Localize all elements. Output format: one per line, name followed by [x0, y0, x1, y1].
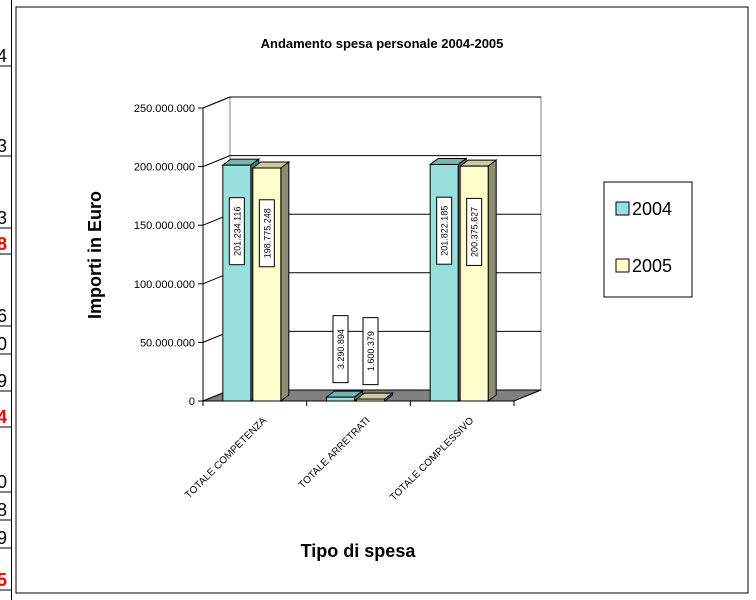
- y-tick-label: 250.000.000: [134, 103, 195, 115]
- sheet-row-fragment: 9: [0, 371, 7, 391]
- sheet-row-fragment: 4: [0, 407, 7, 427]
- data-label: 200.375.627: [470, 207, 480, 257]
- bar: [251, 161, 291, 402]
- legend: 2004 2005: [603, 181, 693, 298]
- sheet-row-fragment: 3: [0, 136, 7, 156]
- sheet-row-fragment: 0: [0, 472, 7, 492]
- bar: [325, 390, 364, 402]
- y-tick-label: 200.000.000: [134, 162, 195, 174]
- legend-swatch: [615, 258, 630, 273]
- sheet-row-fragment: 8: [0, 234, 7, 254]
- gridline-side: [202, 96, 231, 109]
- legend-swatch: [615, 201, 630, 216]
- bar-side: [280, 161, 290, 402]
- sheet-row-fragment: 3: [0, 208, 7, 228]
- bar: [458, 159, 498, 402]
- legend-label: 2005: [632, 256, 672, 276]
- legend-box: [603, 181, 693, 298]
- sheet-row-fragment: 9: [0, 528, 7, 548]
- bar: [355, 392, 394, 402]
- data-label: 198.775.248: [262, 208, 272, 258]
- data-label: 3.290.894: [336, 329, 346, 369]
- sheet-row-fragment: 6: [0, 306, 7, 326]
- legend-label: 2004: [632, 199, 672, 219]
- data-label-box: [362, 317, 379, 386]
- data-label-box: [258, 199, 275, 268]
- x-axis-title: Tipo di spesa: [301, 541, 417, 561]
- sheet-row-fragment: 8: [0, 500, 7, 520]
- bar-front: [326, 396, 355, 402]
- data-label-box: [466, 197, 483, 266]
- y-tick-label: 50.000.000: [140, 337, 195, 349]
- chart-title: Andamento spesa personale 2004-2005: [261, 36, 504, 51]
- bar-side: [487, 159, 497, 402]
- sheet-row-fragment: 0: [0, 334, 7, 354]
- data-label-box: [332, 315, 349, 384]
- left-sheet-strip: 4 3 3 8 6 0 9 4 0 8 9 5: [0, 0, 12, 600]
- data-label: 1.600.379: [366, 331, 376, 371]
- bar-front: [356, 398, 385, 402]
- y-tick-label: 0: [189, 396, 195, 408]
- sheet-row-fragment: 5: [0, 570, 7, 590]
- data-label-box: [436, 196, 453, 265]
- data-label-box: [228, 197, 245, 266]
- gridline-side: [202, 155, 231, 168]
- y-tick-label: 100.000.000: [134, 279, 195, 291]
- data-label: 201.234.116: [232, 206, 242, 255]
- sheet-row-fragment: 4: [0, 46, 7, 66]
- data-label: 201.822.185: [440, 206, 450, 256]
- y-axis-title: Importi in Euro: [85, 191, 105, 319]
- y-tick-label: 150.000.000: [134, 220, 195, 232]
